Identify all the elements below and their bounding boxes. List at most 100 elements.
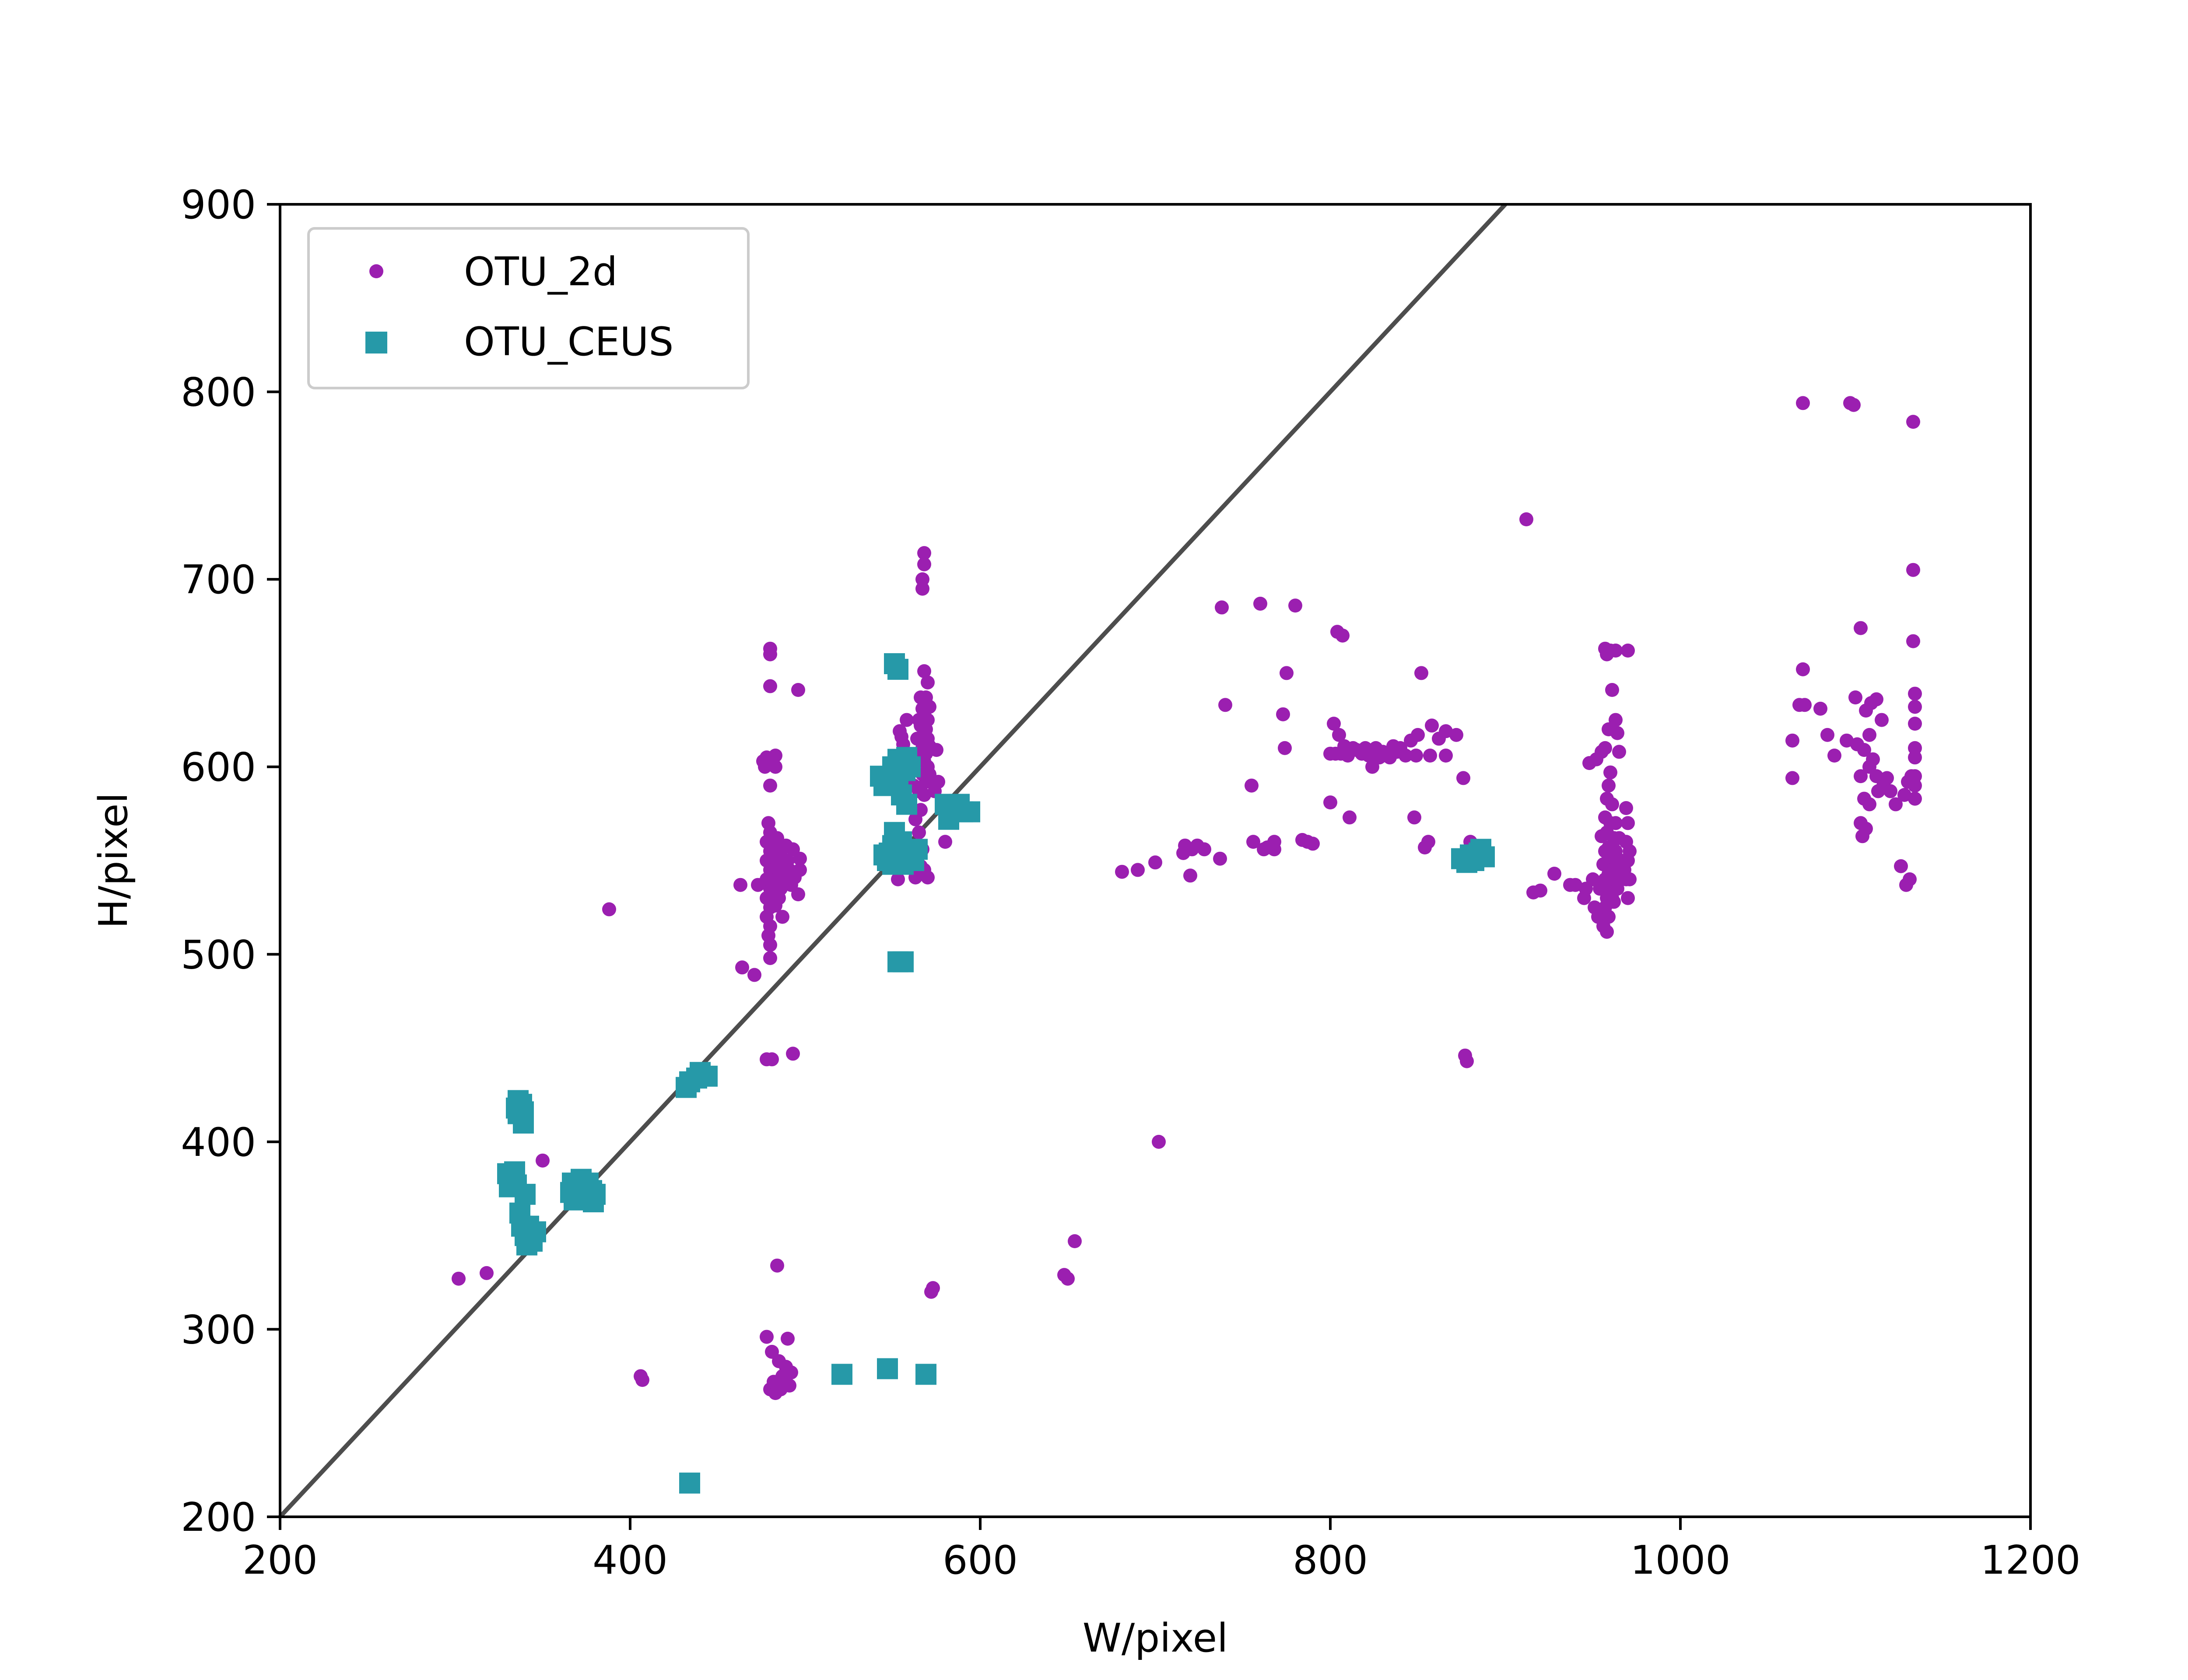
data-point	[1908, 686, 1922, 701]
data-point	[602, 902, 616, 917]
series-otu-ceus	[497, 653, 1495, 1494]
data-point	[1343, 810, 1357, 825]
data-point	[1456, 771, 1470, 785]
data-point	[1785, 733, 1799, 748]
data-point	[1796, 396, 1810, 410]
data-point	[1414, 666, 1428, 680]
data-point	[763, 951, 777, 965]
data-point	[921, 870, 935, 885]
data-point	[1568, 878, 1582, 892]
legend-box	[307, 227, 750, 389]
data-point	[1449, 728, 1463, 742]
axis-ticks: 200 400 600 800 1000 1200 200 300 400 500 600 700 80…	[181, 182, 2080, 1583]
data-point	[1609, 713, 1623, 727]
data-point	[1883, 784, 1897, 798]
data-point	[775, 910, 789, 924]
data-point	[1840, 733, 1854, 748]
data-point	[1894, 859, 1908, 873]
data-point	[831, 1364, 852, 1385]
data-point	[763, 778, 777, 793]
data-point	[1866, 752, 1880, 766]
data-point	[1908, 750, 1922, 765]
data-point	[786, 1046, 800, 1061]
data-point	[1623, 872, 1637, 886]
data-point	[1246, 835, 1260, 849]
data-point	[1906, 634, 1920, 648]
y-tick-label: 600	[181, 745, 256, 791]
data-point	[959, 801, 980, 822]
data-point	[926, 1281, 940, 1295]
x-tick-label: 1000	[1630, 1537, 1730, 1583]
data-point	[1267, 842, 1281, 857]
data-point	[915, 581, 929, 596]
y-tick-label: 300	[181, 1307, 256, 1353]
data-point	[907, 839, 928, 860]
data-point	[1796, 662, 1810, 676]
data-point	[763, 647, 777, 662]
data-point	[1908, 791, 1922, 806]
data-point	[1439, 724, 1453, 738]
data-point	[784, 1365, 798, 1379]
data-point	[1621, 891, 1635, 905]
data-point	[480, 1266, 494, 1280]
data-point	[1827, 749, 1841, 763]
data-point	[635, 1373, 649, 1387]
data-point	[697, 1065, 718, 1087]
data-point	[900, 756, 921, 777]
data-point	[1880, 771, 1894, 785]
data-point	[1785, 771, 1799, 785]
data-point	[768, 749, 782, 763]
data-point	[1598, 741, 1612, 755]
data-point	[922, 700, 936, 714]
data-point	[1602, 910, 1616, 924]
data-point	[1610, 882, 1624, 896]
data-point	[793, 851, 807, 866]
y-tick-label: 800	[181, 370, 256, 416]
data-point	[1423, 749, 1437, 763]
data-point	[791, 887, 805, 902]
data-point	[1605, 683, 1619, 697]
plot-frame	[279, 203, 2032, 1518]
data-point	[877, 1358, 898, 1379]
data-point	[1061, 1271, 1075, 1286]
data-point	[1820, 728, 1834, 742]
data-point	[1862, 797, 1876, 812]
data-point	[768, 760, 782, 774]
data-point	[735, 960, 749, 975]
y-tick-label: 900	[181, 182, 256, 228]
data-point	[931, 775, 945, 789]
data-point	[921, 713, 935, 727]
y-tick-label: 400	[181, 1120, 256, 1166]
data-point	[1336, 628, 1350, 643]
data-point	[1183, 868, 1197, 883]
data-point	[887, 658, 908, 680]
data-point	[1547, 867, 1561, 881]
x-tick-label: 600	[943, 1537, 1018, 1583]
data-point	[781, 1331, 795, 1346]
data-point	[1906, 563, 1920, 577]
data-point	[747, 968, 761, 982]
data-point	[1854, 769, 1868, 784]
data-point	[1847, 398, 1861, 412]
data-point	[1409, 749, 1423, 763]
data-point	[1621, 816, 1635, 830]
data-point	[515, 1183, 536, 1205]
data-point	[1906, 415, 1920, 429]
data-point	[896, 794, 917, 815]
x-tick-label: 400	[593, 1537, 668, 1583]
data-point	[1460, 1054, 1474, 1068]
data-point	[1213, 851, 1227, 866]
data-point	[1623, 844, 1637, 858]
data-point	[1152, 1134, 1166, 1149]
data-point	[900, 713, 914, 727]
data-point	[1425, 718, 1439, 733]
data-point	[1407, 810, 1421, 825]
data-point	[1610, 726, 1624, 740]
data-point	[452, 1271, 466, 1286]
data-point	[1603, 765, 1617, 780]
y-tick-label: 200	[181, 1494, 256, 1540]
data-point	[1245, 778, 1259, 793]
data-point	[1323, 795, 1337, 810]
data-point	[1908, 717, 1922, 731]
data-point	[917, 546, 931, 560]
